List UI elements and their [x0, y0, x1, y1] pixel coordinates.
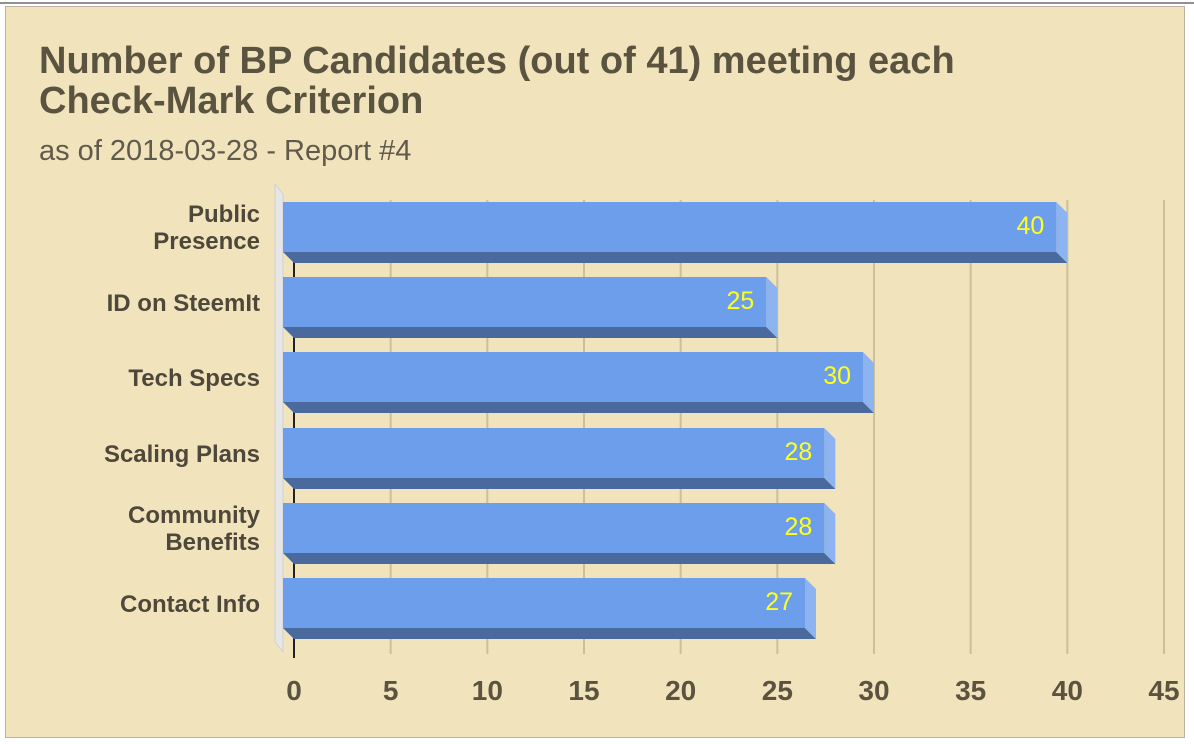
- category-label: Contact Info: [120, 591, 260, 618]
- bar: [283, 428, 825, 478]
- data-label: 25: [727, 287, 755, 315]
- x-tick-label: 20: [665, 675, 696, 706]
- x-tick-label: 45: [1148, 675, 1179, 706]
- category-label: Tech Specs: [128, 365, 260, 392]
- chart-title: Number of BP Candidates (out of 41) meet…: [39, 40, 955, 122]
- x-tick-label: 30: [858, 675, 889, 706]
- bar: [283, 202, 1057, 252]
- bar-side-face: [805, 578, 816, 639]
- bar: [283, 277, 767, 327]
- data-label: 28: [785, 513, 813, 541]
- bar: [283, 352, 863, 402]
- x-tick-label: 5: [383, 675, 399, 706]
- x-tick-label: 40: [1052, 675, 1083, 706]
- data-label: 27: [765, 588, 793, 616]
- bar-side-face: [1056, 202, 1068, 263]
- bar-bottom-face: [283, 553, 836, 564]
- bar-bottom-face: [283, 327, 778, 338]
- x-tick-label: 0: [286, 675, 302, 706]
- chart-subtitle: as of 2018-03-28 - Report #4: [39, 135, 412, 167]
- data-label: 30: [823, 362, 851, 390]
- bar-bottom-face: [283, 478, 836, 489]
- bar-side-face: [824, 428, 836, 489]
- category-label: Community Benefits: [128, 502, 261, 556]
- bar-bottom-face: [283, 252, 1068, 263]
- category-label: Public Presence: [153, 201, 260, 255]
- x-tick-label: 10: [472, 675, 503, 706]
- bar-side-face: [863, 352, 874, 413]
- category-label: Scaling Plans: [104, 441, 260, 468]
- data-label: 28: [785, 438, 813, 466]
- bar-side-face: [766, 277, 778, 338]
- bar: [283, 578, 805, 628]
- x-tick-label: 25: [762, 675, 793, 706]
- bar-bottom-face: [283, 628, 816, 639]
- x-tick-label: 15: [568, 675, 599, 706]
- category-label: ID on SteemIt: [107, 290, 260, 317]
- data-label: 40: [1017, 212, 1045, 240]
- bar-bottom-face: [283, 402, 874, 413]
- x-tick-label: 35: [955, 675, 986, 706]
- bar-side-face: [824, 503, 836, 564]
- bar: [283, 503, 825, 553]
- plot-wall: [274, 182, 284, 654]
